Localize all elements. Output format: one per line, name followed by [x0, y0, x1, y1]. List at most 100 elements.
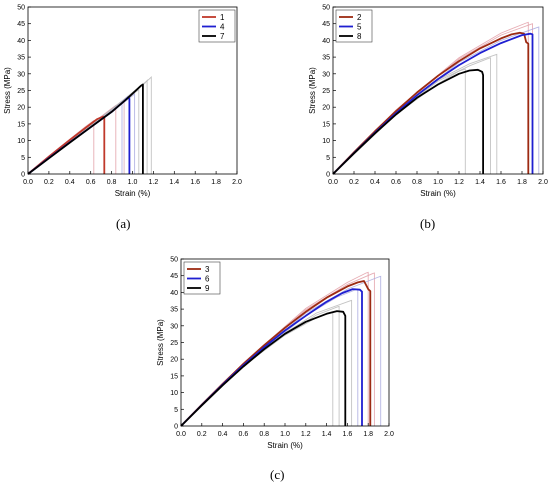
x-tick-label: 1.6: [190, 179, 200, 186]
x-tick-label: 0.0: [176, 431, 186, 438]
x-tick-label: 0.6: [86, 179, 96, 186]
x-tick-label: 0.2: [197, 431, 207, 438]
x-axis-label: Strain (%): [115, 189, 151, 198]
x-tick-label: 1.0: [128, 179, 138, 186]
y-tick-label: 45: [17, 21, 25, 28]
legend-label-3: 3: [205, 265, 210, 274]
legend-label-7: 7: [220, 32, 225, 41]
x-tick-label: 0.0: [328, 179, 338, 186]
x-tick-label: 1.2: [454, 179, 464, 186]
y-tick-label: 5: [21, 155, 25, 162]
series-line-5: [332, 32, 534, 175]
replicate-curve: [180, 275, 382, 427]
y-tick-label: 0: [21, 172, 25, 179]
series-line-8: [332, 68, 485, 175]
x-tick-label: 1.6: [343, 431, 353, 438]
x-tick-label: 1.6: [496, 179, 506, 186]
y-tick-label: 35: [17, 55, 25, 62]
chart-panel-3: 0.0 0.2 0.4 0.6 0.8 1.0 1.2 1.4 1.6 1.8 2.0 0 5 10 15 2…: [156, 257, 394, 451]
legend-label-6: 6: [205, 274, 210, 283]
x-tick-label: 0.8: [259, 431, 269, 438]
x-tick-label: 0.2: [349, 179, 359, 186]
series-line-9: [180, 310, 347, 427]
chart-panel-1: 0.0 0.2 0.4 0.6 0.8 1.0 1.2 1.4 1.6 1.8 2.0 0 5 10 15 2…: [3, 5, 242, 199]
replicate-curve: [332, 26, 540, 175]
y-tick-label: 5: [326, 155, 330, 162]
y-tick-label: 25: [17, 88, 25, 95]
y-tick-label: 30: [170, 323, 178, 330]
y-axis-label: Stress (MPa): [3, 67, 12, 114]
y-axis-label: Stress (MPa): [308, 67, 317, 114]
x-tick-label: 0.0: [23, 179, 33, 186]
x-tick-label: 1.0: [433, 179, 443, 186]
replicate-curve: [180, 299, 353, 427]
y-tick-label: 20: [170, 357, 178, 364]
x-tick-label: 2.0: [384, 431, 394, 438]
x-tick-label: 0.4: [370, 179, 380, 186]
y-tick-label: 40: [322, 38, 330, 45]
series-line-6: [180, 288, 363, 427]
replicate-curve: [332, 53, 498, 175]
panel-label-a: (a): [116, 216, 131, 231]
x-tick-label: 0.4: [65, 179, 75, 186]
x-tick-label: 0.8: [107, 179, 117, 186]
x-tick-label: 1.2: [149, 179, 159, 186]
y-tick-label: 10: [17, 138, 25, 145]
y-tick-label: 40: [170, 290, 178, 297]
replicate-curve: [180, 311, 334, 427]
x-tick-label: 1.2: [301, 431, 311, 438]
x-axis-label: Strain (%): [420, 189, 456, 198]
y-tick-label: 15: [17, 121, 25, 128]
x-tick-label: 2.0: [538, 179, 548, 186]
x-tick-label: 1.4: [169, 179, 179, 186]
y-tick-label: 50: [170, 257, 178, 264]
y-tick-label: 35: [322, 55, 330, 62]
series-line-7: [27, 83, 144, 175]
x-axis-label: Strain (%): [267, 441, 303, 450]
legend-label-4: 4: [220, 22, 225, 31]
series-line-3: [180, 280, 372, 427]
legend-label-5: 5: [357, 22, 362, 31]
x-tick-label: 1.8: [517, 179, 527, 186]
y-tick-label: 20: [322, 105, 330, 112]
y-tick-label: 10: [322, 138, 330, 145]
y-tick-label: 50: [17, 5, 25, 12]
y-tick-label: 5: [174, 407, 178, 414]
y-tick-label: 40: [17, 38, 25, 45]
y-tick-label: 15: [322, 121, 330, 128]
y-tick-label: 35: [170, 307, 178, 314]
x-tick-label: 1.4: [322, 431, 332, 438]
y-tick-label: 30: [17, 71, 25, 78]
y-axis-label: Stress (MPa): [156, 319, 165, 366]
y-tick-label: 0: [326, 172, 330, 179]
x-tick-label: 0.2: [44, 179, 54, 186]
x-tick-label: 2.0: [232, 179, 242, 186]
y-tick-label: 10: [170, 390, 178, 397]
y-tick-label: 20: [17, 105, 25, 112]
x-tick-label: 1.0: [280, 431, 290, 438]
y-tick-label: 0: [174, 424, 178, 431]
y-tick-label: 50: [322, 5, 330, 12]
x-tick-label: 1.8: [363, 431, 373, 438]
legend-label-9: 9: [205, 284, 210, 293]
x-tick-label: 1.8: [211, 179, 221, 186]
y-tick-label: 45: [170, 273, 178, 280]
y-tick-label: 15: [170, 373, 178, 380]
x-tick-label: 1.4: [475, 179, 485, 186]
legend-label-2: 2: [357, 13, 362, 22]
replicate-curve: [332, 23, 533, 175]
y-tick-label: 30: [322, 71, 330, 78]
x-tick-label: 0.6: [239, 431, 249, 438]
legend-label-8: 8: [357, 32, 362, 41]
y-tick-label: 25: [322, 88, 330, 95]
panel-label-c: (c): [270, 467, 285, 482]
x-tick-label: 0.8: [412, 179, 422, 186]
y-tick-label: 25: [170, 340, 178, 347]
panel-label-b: (b): [420, 216, 436, 231]
replicate-curve: [332, 21, 529, 175]
replicate-curve: [180, 305, 340, 427]
replicate-curve: [332, 68, 466, 175]
series-line-2: [332, 31, 530, 175]
